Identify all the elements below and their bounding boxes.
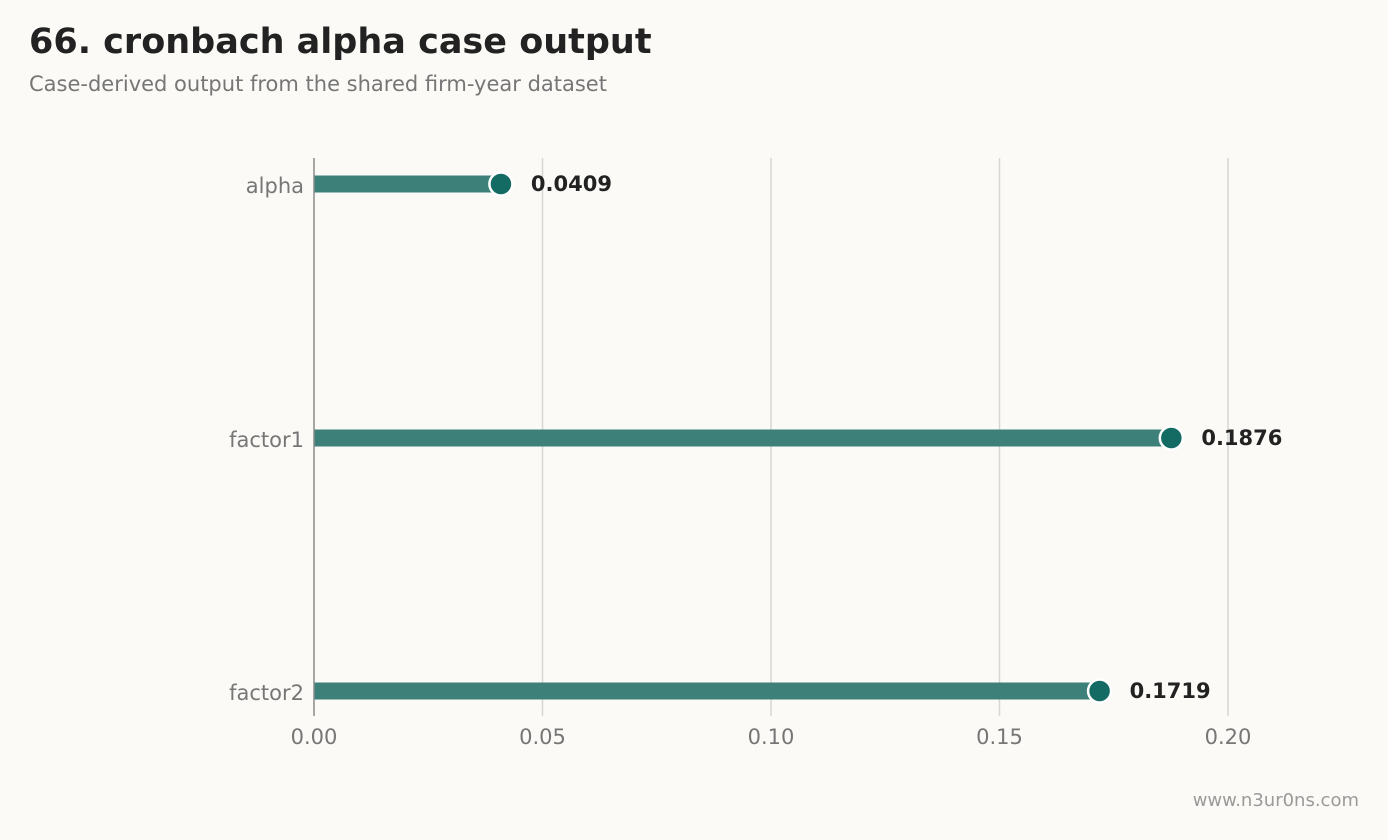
- x-tick-label: 0.05: [519, 725, 566, 749]
- bars: [314, 171, 1185, 704]
- x-tick-label: 0.10: [748, 725, 795, 749]
- dot-factor1: [1158, 425, 1185, 451]
- dot-factor2: [1086, 678, 1113, 704]
- chart-title: 66. cronbach alpha case output: [29, 22, 652, 62]
- y-category-label: factor2: [229, 681, 304, 705]
- data-value-label: 0.0409: [531, 172, 612, 196]
- data-value-label: 0.1876: [1201, 426, 1282, 450]
- labels: 0.00 0.05 0.10 0.15 0.20 alpha 0.0409 factor1 0.…: [229, 172, 1282, 749]
- chart-subtitle: Case-derived output from the shared firm…: [29, 72, 607, 96]
- y-category-label: alpha: [246, 174, 304, 198]
- x-tick-label: 0.00: [291, 725, 338, 749]
- dot-alpha: [488, 171, 514, 197]
- y-category-label: factor1: [229, 428, 304, 452]
- x-tick-label: 0.15: [976, 725, 1023, 749]
- watermark: www.n3ur0ns.com: [1192, 790, 1359, 811]
- x-tick-label: 0.20: [1205, 725, 1252, 749]
- data-value-label: 0.1719: [1130, 679, 1211, 703]
